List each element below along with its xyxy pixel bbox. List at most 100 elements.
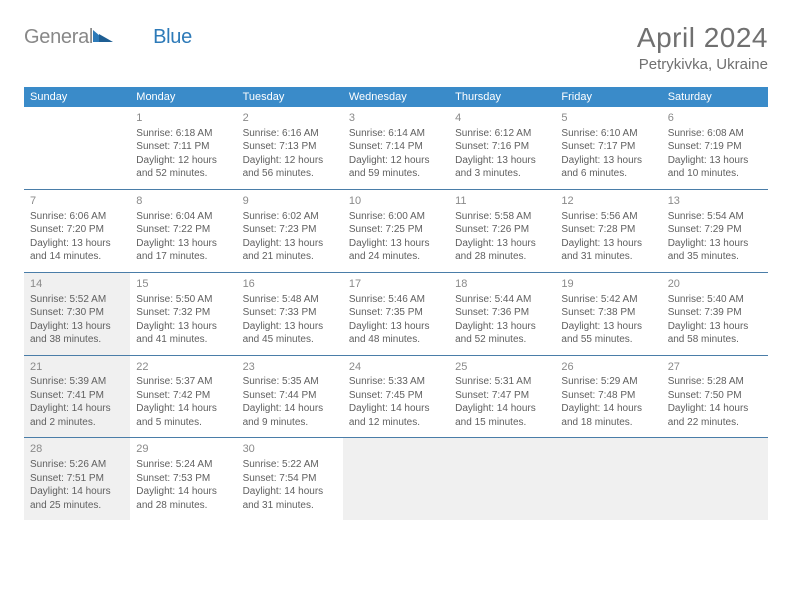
sunset-line: Sunset: 7:11 PM	[136, 140, 230, 154]
calendar-body: 1Sunrise: 6:18 AMSunset: 7:11 PMDaylight…	[24, 107, 768, 520]
day-number: 13	[668, 194, 762, 209]
calendar-week: 28Sunrise: 5:26 AMSunset: 7:51 PMDayligh…	[24, 438, 768, 520]
daylight-line: Daylight: 13 hours and 41 minutes.	[136, 320, 230, 347]
day-number: 19	[561, 277, 655, 292]
calendar-day: 18Sunrise: 5:44 AMSunset: 7:36 PMDayligh…	[449, 272, 555, 355]
calendar-day: 28Sunrise: 5:26 AMSunset: 7:51 PMDayligh…	[24, 438, 130, 520]
calendar-day: 30Sunrise: 5:22 AMSunset: 7:54 PMDayligh…	[237, 438, 343, 520]
calendar-day: 1Sunrise: 6:18 AMSunset: 7:11 PMDaylight…	[130, 107, 236, 189]
sunrise-line: Sunrise: 5:44 AM	[455, 293, 549, 307]
day-number: 29	[136, 442, 230, 457]
day-number: 1	[136, 111, 230, 126]
sunset-line: Sunset: 7:44 PM	[243, 389, 337, 403]
daylight-line: Daylight: 13 hours and 55 minutes.	[561, 320, 655, 347]
daylight-line: Daylight: 13 hours and 21 minutes.	[243, 237, 337, 264]
calendar-day: 22Sunrise: 5:37 AMSunset: 7:42 PMDayligh…	[130, 355, 236, 438]
month-title: April 2024	[637, 22, 768, 54]
daylight-line: Daylight: 13 hours and 6 minutes.	[561, 154, 655, 181]
sunset-line: Sunset: 7:19 PM	[668, 140, 762, 154]
calendar-day: 19Sunrise: 5:42 AMSunset: 7:38 PMDayligh…	[555, 272, 661, 355]
calendar-day-empty	[449, 438, 555, 520]
day-number: 27	[668, 360, 762, 375]
day-number: 22	[136, 360, 230, 375]
calendar-day: 12Sunrise: 5:56 AMSunset: 7:28 PMDayligh…	[555, 189, 661, 272]
calendar-week: 21Sunrise: 5:39 AMSunset: 7:41 PMDayligh…	[24, 355, 768, 438]
calendar-day: 26Sunrise: 5:29 AMSunset: 7:48 PMDayligh…	[555, 355, 661, 438]
calendar-day: 21Sunrise: 5:39 AMSunset: 7:41 PMDayligh…	[24, 355, 130, 438]
day-number: 14	[30, 277, 124, 292]
day-number: 25	[455, 360, 549, 375]
calendar-day-empty	[662, 438, 768, 520]
daylight-line: Daylight: 13 hours and 14 minutes.	[30, 237, 124, 264]
sunrise-line: Sunrise: 5:48 AM	[243, 293, 337, 307]
calendar-day: 24Sunrise: 5:33 AMSunset: 7:45 PMDayligh…	[343, 355, 449, 438]
day-number: 21	[30, 360, 124, 375]
weekday-header: Thursday	[449, 87, 555, 107]
daylight-line: Daylight: 13 hours and 45 minutes.	[243, 320, 337, 347]
daylight-line: Daylight: 13 hours and 17 minutes.	[136, 237, 230, 264]
day-number: 24	[349, 360, 443, 375]
daylight-line: Daylight: 14 hours and 31 minutes.	[243, 485, 337, 512]
sunset-line: Sunset: 7:45 PM	[349, 389, 443, 403]
daylight-line: Daylight: 14 hours and 15 minutes.	[455, 402, 549, 429]
calendar-day-empty	[24, 107, 130, 189]
weekday-header: Saturday	[662, 87, 768, 107]
daylight-line: Daylight: 13 hours and 38 minutes.	[30, 320, 124, 347]
calendar-day: 8Sunrise: 6:04 AMSunset: 7:22 PMDaylight…	[130, 189, 236, 272]
sunset-line: Sunset: 7:39 PM	[668, 306, 762, 320]
daylight-line: Daylight: 13 hours and 3 minutes.	[455, 154, 549, 181]
brand-logo: General Blue	[24, 26, 192, 49]
sunset-line: Sunset: 7:51 PM	[30, 472, 124, 486]
sunset-line: Sunset: 7:53 PM	[136, 472, 230, 486]
sunset-line: Sunset: 7:30 PM	[30, 306, 124, 320]
brand-name-2: Blue	[153, 26, 192, 49]
sunrise-line: Sunrise: 5:54 AM	[668, 210, 762, 224]
calendar-day-empty	[555, 438, 661, 520]
day-number: 30	[243, 442, 337, 457]
daylight-line: Daylight: 14 hours and 2 minutes.	[30, 402, 124, 429]
day-number: 20	[668, 277, 762, 292]
day-number: 26	[561, 360, 655, 375]
day-number: 9	[243, 194, 337, 209]
daylight-line: Daylight: 14 hours and 22 minutes.	[668, 402, 762, 429]
day-number: 18	[455, 277, 549, 292]
sunrise-line: Sunrise: 5:31 AM	[455, 375, 549, 389]
weekday-header: Monday	[130, 87, 236, 107]
weekday-row: SundayMondayTuesdayWednesdayThursdayFrid…	[24, 87, 768, 107]
day-number: 4	[455, 111, 549, 126]
calendar-day: 5Sunrise: 6:10 AMSunset: 7:17 PMDaylight…	[555, 107, 661, 189]
sunrise-line: Sunrise: 5:33 AM	[349, 375, 443, 389]
calendar-day: 14Sunrise: 5:52 AMSunset: 7:30 PMDayligh…	[24, 272, 130, 355]
day-number: 5	[561, 111, 655, 126]
sunrise-line: Sunrise: 5:39 AM	[30, 375, 124, 389]
sunrise-line: Sunrise: 5:40 AM	[668, 293, 762, 307]
sunset-line: Sunset: 7:32 PM	[136, 306, 230, 320]
calendar-day: 16Sunrise: 5:48 AMSunset: 7:33 PMDayligh…	[237, 272, 343, 355]
weekday-header: Sunday	[24, 87, 130, 107]
day-number: 16	[243, 277, 337, 292]
calendar-day: 7Sunrise: 6:06 AMSunset: 7:20 PMDaylight…	[24, 189, 130, 272]
calendar-day: 27Sunrise: 5:28 AMSunset: 7:50 PMDayligh…	[662, 355, 768, 438]
daylight-line: Daylight: 14 hours and 12 minutes.	[349, 402, 443, 429]
sunrise-line: Sunrise: 6:02 AM	[243, 210, 337, 224]
sunrise-line: Sunrise: 5:24 AM	[136, 458, 230, 472]
day-number: 23	[243, 360, 337, 375]
sunrise-line: Sunrise: 6:06 AM	[30, 210, 124, 224]
sunrise-line: Sunrise: 6:12 AM	[455, 127, 549, 141]
calendar-week: 1Sunrise: 6:18 AMSunset: 7:11 PMDaylight…	[24, 107, 768, 189]
daylight-line: Daylight: 13 hours and 58 minutes.	[668, 320, 762, 347]
sunset-line: Sunset: 7:41 PM	[30, 389, 124, 403]
sunrise-line: Sunrise: 5:46 AM	[349, 293, 443, 307]
day-number: 17	[349, 277, 443, 292]
sunset-line: Sunset: 7:28 PM	[561, 223, 655, 237]
sunrise-line: Sunrise: 6:16 AM	[243, 127, 337, 141]
day-number: 6	[668, 111, 762, 126]
sunset-line: Sunset: 7:38 PM	[561, 306, 655, 320]
day-number: 28	[30, 442, 124, 457]
title-block: April 2024 Petrykivka, Ukraine	[637, 22, 768, 73]
sunset-line: Sunset: 7:22 PM	[136, 223, 230, 237]
calendar-week: 14Sunrise: 5:52 AMSunset: 7:30 PMDayligh…	[24, 272, 768, 355]
day-number: 2	[243, 111, 337, 126]
day-number: 7	[30, 194, 124, 209]
sunset-line: Sunset: 7:23 PM	[243, 223, 337, 237]
